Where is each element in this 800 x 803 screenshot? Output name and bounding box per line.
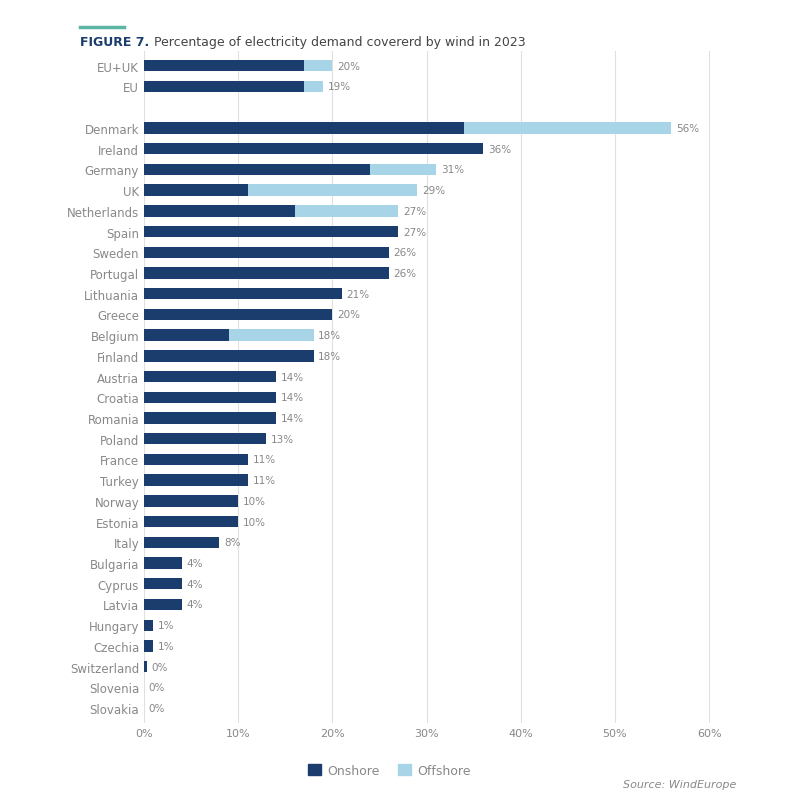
Bar: [144, 206, 294, 218]
Text: 1%: 1%: [158, 641, 174, 651]
Bar: [294, 206, 398, 218]
Text: 21%: 21%: [346, 289, 370, 300]
Bar: [144, 123, 464, 134]
Text: 11%: 11%: [252, 454, 275, 465]
Text: 13%: 13%: [271, 434, 294, 444]
Bar: [144, 247, 389, 259]
Text: 14%: 14%: [281, 414, 304, 423]
Text: 19%: 19%: [328, 83, 351, 92]
Text: 0%: 0%: [149, 703, 165, 713]
Bar: [144, 557, 182, 569]
Bar: [144, 599, 182, 610]
Bar: [144, 661, 147, 673]
Text: 27%: 27%: [403, 227, 426, 237]
Bar: [144, 620, 154, 631]
Bar: [304, 82, 323, 93]
Bar: [144, 185, 248, 197]
Text: 18%: 18%: [318, 331, 342, 340]
Text: 26%: 26%: [394, 269, 417, 279]
Text: Source: WindEurope: Source: WindEurope: [622, 779, 736, 789]
Text: 4%: 4%: [186, 579, 203, 589]
Text: 18%: 18%: [318, 352, 342, 361]
Text: 8%: 8%: [224, 538, 241, 548]
Bar: [144, 495, 238, 507]
Text: 10%: 10%: [243, 517, 266, 527]
Text: 36%: 36%: [488, 145, 511, 154]
Text: 10%: 10%: [243, 496, 266, 506]
Text: 4%: 4%: [186, 558, 203, 569]
Bar: [144, 268, 389, 279]
Text: 0%: 0%: [151, 662, 168, 672]
Text: 20%: 20%: [337, 310, 360, 320]
Bar: [304, 61, 332, 72]
Bar: [144, 226, 398, 238]
Bar: [144, 288, 342, 300]
Bar: [229, 330, 314, 341]
Bar: [144, 413, 276, 424]
Text: 56%: 56%: [676, 124, 699, 134]
Bar: [144, 165, 370, 176]
Bar: [248, 185, 417, 197]
Bar: [144, 392, 276, 403]
Text: 29%: 29%: [422, 185, 445, 196]
Bar: [370, 165, 436, 176]
Bar: [144, 641, 154, 652]
Text: 27%: 27%: [403, 206, 426, 217]
Bar: [144, 434, 266, 445]
Bar: [144, 454, 248, 466]
Legend: Onshore, Offshore: Onshore, Offshore: [303, 759, 475, 782]
Bar: [144, 537, 219, 548]
Text: 26%: 26%: [394, 248, 417, 258]
Text: Percentage of electricity demand covererd by wind in 2023: Percentage of electricity demand coverer…: [146, 36, 526, 49]
Text: 1%: 1%: [158, 621, 174, 630]
Text: 31%: 31%: [441, 165, 464, 175]
Text: 14%: 14%: [281, 372, 304, 382]
Text: FIGURE 7.: FIGURE 7.: [80, 36, 150, 49]
Bar: [144, 372, 276, 383]
Bar: [144, 309, 332, 320]
Bar: [144, 475, 248, 487]
Text: 11%: 11%: [252, 475, 275, 486]
Bar: [144, 144, 483, 155]
Bar: [144, 82, 304, 93]
Bar: [144, 516, 238, 528]
Text: 0%: 0%: [149, 683, 165, 692]
Text: 20%: 20%: [337, 62, 360, 71]
Bar: [144, 351, 314, 362]
Text: 14%: 14%: [281, 393, 304, 403]
Bar: [144, 61, 304, 72]
Bar: [144, 330, 229, 341]
Bar: [464, 123, 671, 134]
Bar: [144, 578, 182, 589]
Text: 4%: 4%: [186, 600, 203, 609]
